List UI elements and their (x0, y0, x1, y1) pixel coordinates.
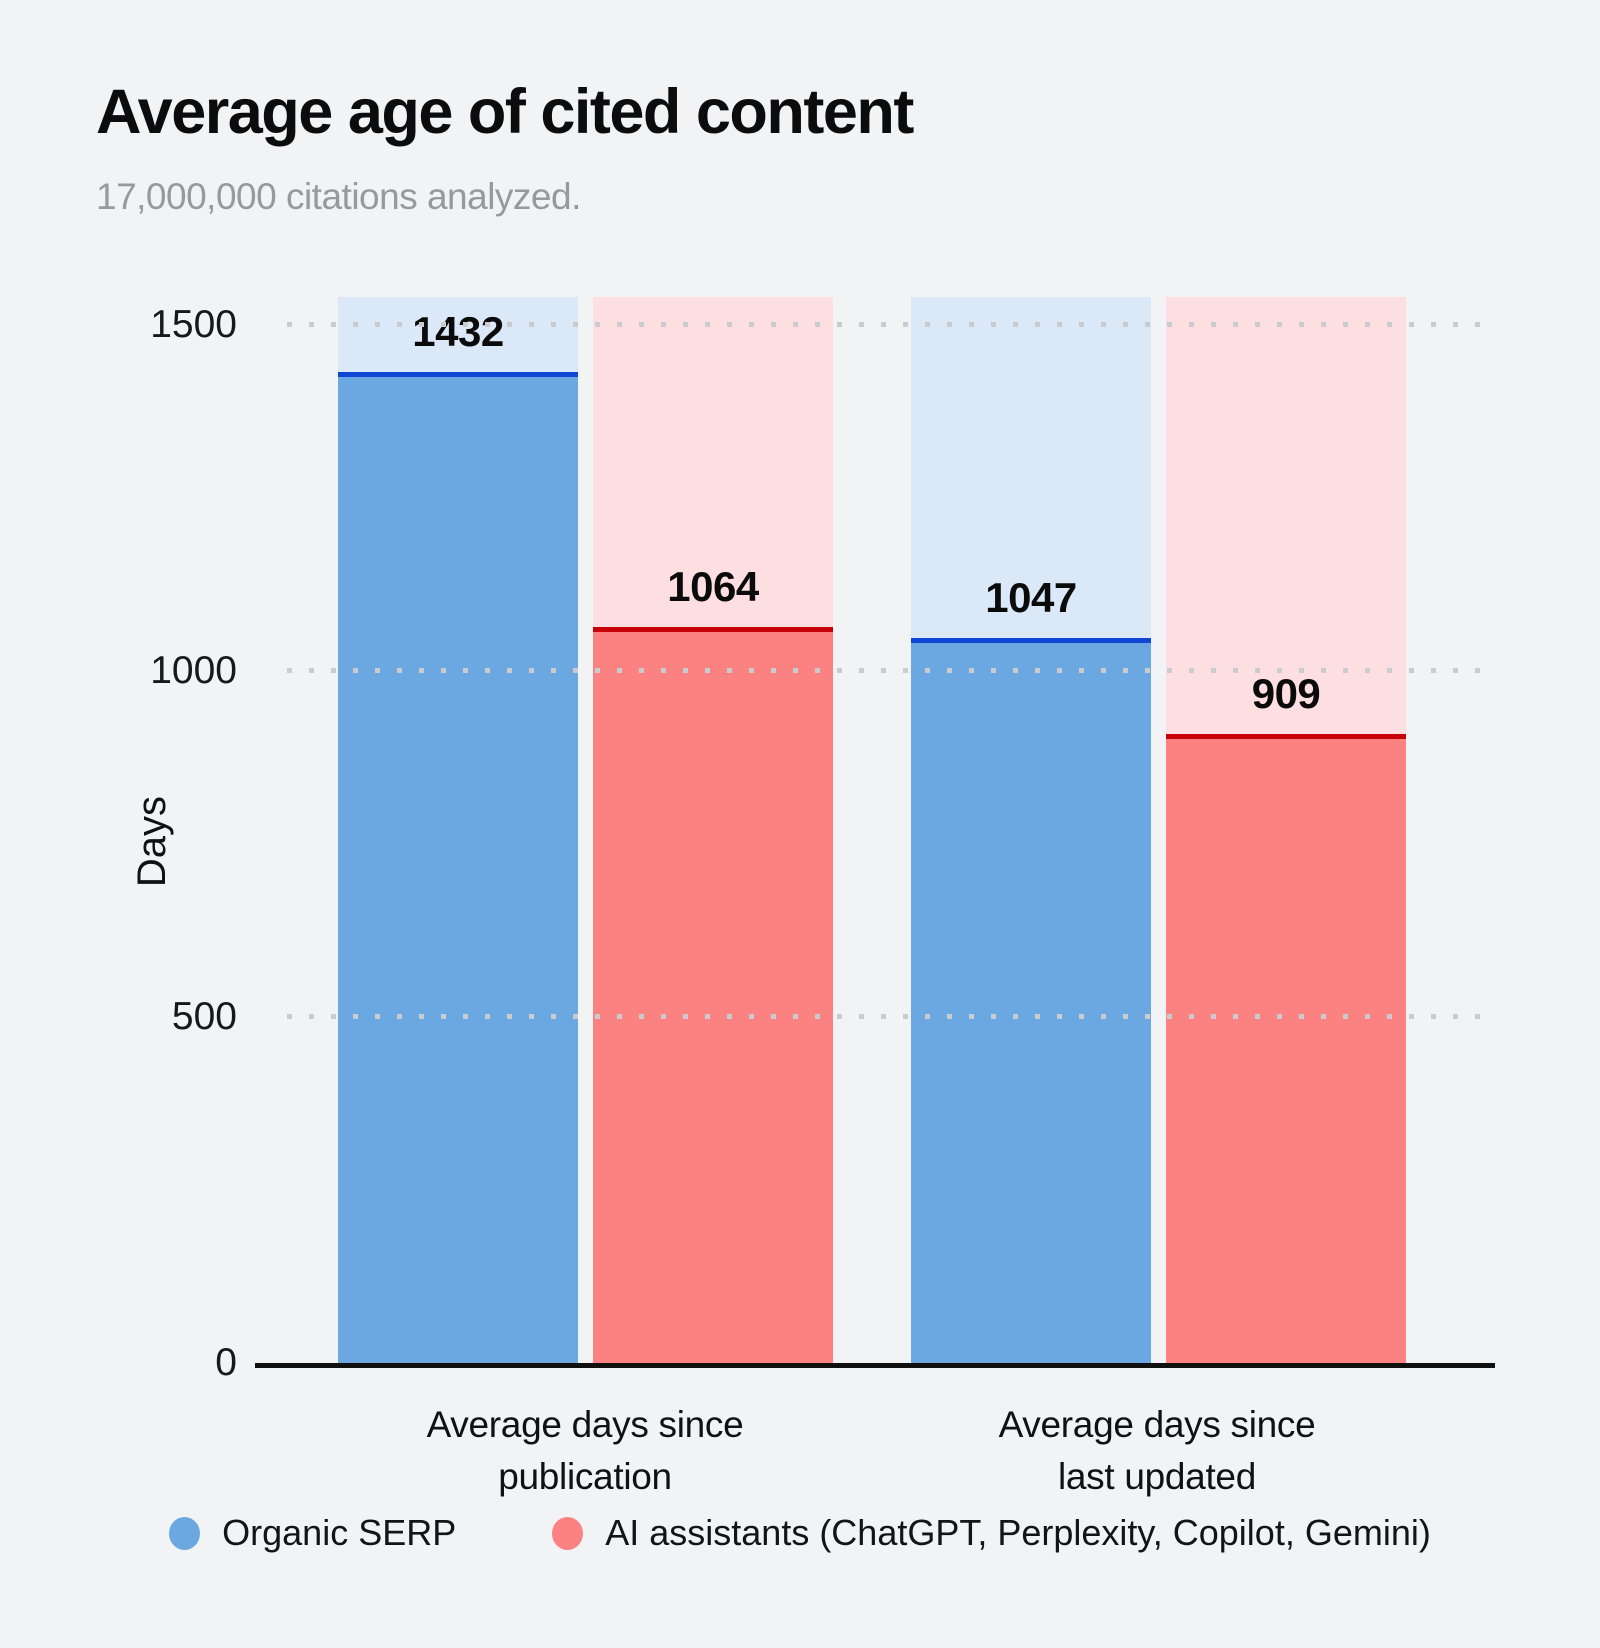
chart-title: Average age of cited content (96, 77, 914, 147)
bar-group-publication: 1432 1064 (338, 297, 833, 1363)
bar-fill (593, 626, 833, 1363)
y-tick-label-500: 500 (171, 994, 237, 1038)
bar-group-last-updated: 1047 909 (911, 297, 1406, 1363)
y-tick-label-1500: 1500 (150, 302, 237, 346)
legend-label: AI assistants (ChatGPT, Perplexity, Copi… (605, 1512, 1431, 1553)
gridline-500 (287, 1013, 1495, 1019)
gridline-1500 (287, 321, 1495, 327)
bar-ai-assistants-last-updated: 909 (1166, 297, 1406, 1363)
chart-subtitle: 17,000,000 citations analyzed. (96, 176, 581, 217)
gridline-1000 (287, 667, 1495, 673)
x-label-line: last updated (1057, 1455, 1256, 1497)
bars-container: 1432 1064 1047 909 (255, 297, 1495, 1363)
bar-value-label: 1064 (667, 562, 759, 610)
bar-organic-serp-publication: 1432 (338, 297, 578, 1363)
bar-value-label: 1047 (985, 574, 1077, 622)
x-category-label-publication: Average days since publication (427, 1399, 744, 1503)
x-label-line: Average days since (998, 1404, 1316, 1445)
y-tick-label-0: 0 (215, 1341, 237, 1384)
bar-value-label: 909 (1251, 669, 1321, 717)
legend-dot-blue-icon (169, 1516, 201, 1550)
legend-label: Organic SERP (222, 1512, 457, 1553)
legend: Organic SERP AI assistants (ChatGPT, Per… (0, 1512, 1600, 1554)
x-category-label-last-updated: Average days since last updated (999, 1399, 1316, 1503)
bar-fill (338, 371, 578, 1363)
bar-organic-serp-last-updated: 1047 (911, 297, 1151, 1363)
legend-item-ai-assistants: AI assistants (ChatGPT, Perplexity, Copi… (552, 1512, 1431, 1554)
y-axis-title: Days (130, 795, 175, 888)
bar-fill (1166, 733, 1406, 1363)
x-label-line: publication (498, 1455, 672, 1497)
plot-area: Days 0 500 1000 1500 1432 1064 1047 (130, 297, 1495, 1497)
bar-value-label: 1432 (412, 307, 504, 355)
legend-dot-red-icon (552, 1516, 584, 1550)
y-tick-label-1000: 1000 (150, 648, 237, 692)
bar-fill (911, 638, 1151, 1363)
bar-ai-assistants-publication: 1064 (593, 297, 833, 1363)
legend-item-organic-serp: Organic SERP (169, 1512, 456, 1554)
x-label-line: Average days since (426, 1404, 744, 1445)
